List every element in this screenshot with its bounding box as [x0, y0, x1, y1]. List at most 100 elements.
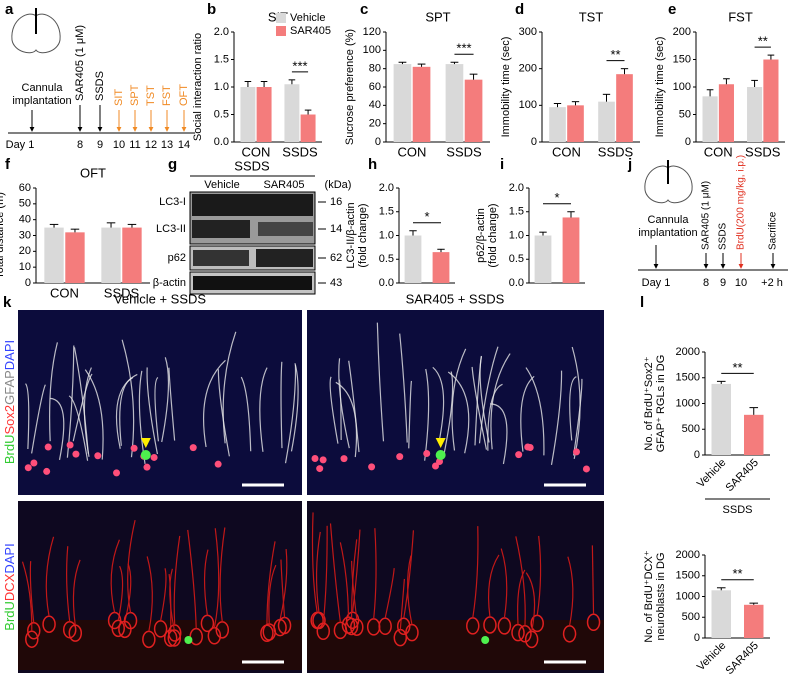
- bar: [464, 79, 483, 142]
- dcx-dendrite: [351, 529, 361, 613]
- panel-letter: j: [627, 156, 632, 173]
- y-axis-label: Immobility time (sec): [654, 37, 666, 138]
- day-label: Day 1: [642, 277, 671, 289]
- stain-label: BrdU: [2, 435, 17, 465]
- sox2-cell: [311, 455, 319, 463]
- dcx-dendrite: [351, 560, 358, 620]
- y-tick-label: 30: [19, 229, 31, 241]
- bar: [240, 87, 256, 142]
- panel-letter: d: [515, 1, 524, 18]
- sox2-cell: [368, 463, 376, 471]
- stain-label: Sox2: [2, 405, 17, 435]
- bar: [702, 96, 718, 142]
- test-label: FST: [161, 85, 173, 106]
- dcx-dendrite: [517, 569, 526, 625]
- brain-schematic: [11, 13, 61, 54]
- panel-letter: g: [168, 156, 177, 173]
- panel-j: j Cannula implantation SAR405 (1 μM) SSD…: [627, 155, 788, 289]
- gfap-process: [471, 366, 488, 450]
- stain-label: DAPI: [2, 340, 17, 370]
- bar: [567, 105, 584, 142]
- stress-label: SSDS: [718, 222, 729, 250]
- gfap-process: [168, 367, 176, 441]
- significance-label: **: [758, 34, 768, 49]
- dcx-dendrite: [187, 529, 197, 629]
- y-tick-label: 20: [19, 245, 31, 257]
- y-tick-label: 200: [519, 63, 537, 75]
- x-tick-label: SAR405: [723, 457, 760, 494]
- dcx-dendrite: [169, 568, 175, 631]
- y-tick-label: 0: [694, 449, 700, 461]
- day-label: Day 1: [6, 139, 35, 151]
- y-axis-label: neuroblasts in DG: [655, 552, 667, 640]
- group-label: SSDS: [234, 158, 270, 173]
- dcx-dendrite: [213, 528, 220, 628]
- dcx-dendrite: [515, 536, 526, 626]
- sox2-cell: [396, 453, 404, 461]
- legend-label: Vehicle: [290, 12, 325, 24]
- dcx-dendrite: [72, 559, 81, 626]
- y-tick-label: 80: [369, 63, 381, 75]
- bar: [404, 235, 422, 283]
- day-label: 13: [161, 139, 173, 151]
- bar: [101, 227, 121, 283]
- dcx-dendrite: [591, 545, 595, 615]
- panel-letter: c: [360, 1, 368, 18]
- sox2-cell: [113, 469, 121, 477]
- band-label: p62: [168, 252, 186, 264]
- y-tick-label: 40: [369, 99, 381, 111]
- x-tick-label: SSDS: [282, 144, 318, 159]
- gfap-process: [348, 360, 360, 453]
- gfap-process: [222, 331, 237, 444]
- y-tick-label: 120: [363, 26, 381, 38]
- y-axis-label: Immobility time (sec): [500, 37, 512, 138]
- significance-label: **: [610, 47, 620, 62]
- gfap-process: [161, 357, 170, 443]
- band: [192, 194, 313, 216]
- y-tick-label: 1.0: [214, 81, 229, 93]
- chart-title: TST: [579, 9, 604, 24]
- bar: [65, 232, 85, 283]
- brdu-cell: [184, 636, 193, 644]
- bar: [616, 74, 633, 142]
- day-label: 9: [720, 277, 726, 289]
- unit-label: (kDa): [325, 179, 352, 191]
- gfap-process: [290, 363, 299, 452]
- gfap-process: [490, 403, 508, 465]
- sox2-cell: [515, 451, 523, 459]
- dcx-dendrite: [266, 541, 276, 626]
- dcx-dendrite: [315, 531, 321, 613]
- panel-letter: i: [500, 156, 504, 173]
- gfap-process: [399, 333, 408, 443]
- y-tick-label: 0: [25, 277, 31, 289]
- test-label: SPT: [129, 84, 141, 106]
- brdu-cell: [140, 450, 151, 460]
- sox2-cell: [214, 460, 222, 468]
- significance-label: *: [424, 209, 429, 224]
- y-tick-label: 2.0: [509, 182, 524, 194]
- band: [193, 250, 249, 266]
- gfap-process: [338, 358, 350, 449]
- sox2-cell: [526, 444, 534, 452]
- dcx-dendrite: [45, 536, 55, 617]
- surgery-label: implantation: [12, 95, 71, 107]
- y-tick-label: 1.0: [509, 229, 524, 241]
- sox2-cell: [572, 448, 580, 456]
- brdu-cell: [435, 450, 446, 460]
- gfap-process: [447, 371, 470, 454]
- surgery-label: Cannula: [22, 82, 64, 94]
- gfap-process: [280, 361, 283, 449]
- gfap-process: [73, 347, 89, 454]
- x-tick-label: CON: [704, 144, 733, 159]
- gfap-process: [25, 383, 30, 450]
- gfap-process: [84, 369, 104, 460]
- dcx-dendrite: [173, 535, 181, 626]
- surgery-label: implantation: [638, 227, 697, 239]
- legend-swatch: [276, 13, 286, 23]
- y-tick-label: 0: [685, 136, 691, 148]
- lane-label: Vehicle: [204, 179, 239, 191]
- bar: [549, 107, 566, 142]
- dcx-dendrite: [311, 512, 318, 613]
- drug-label: SAR405 (1 μM): [701, 181, 712, 250]
